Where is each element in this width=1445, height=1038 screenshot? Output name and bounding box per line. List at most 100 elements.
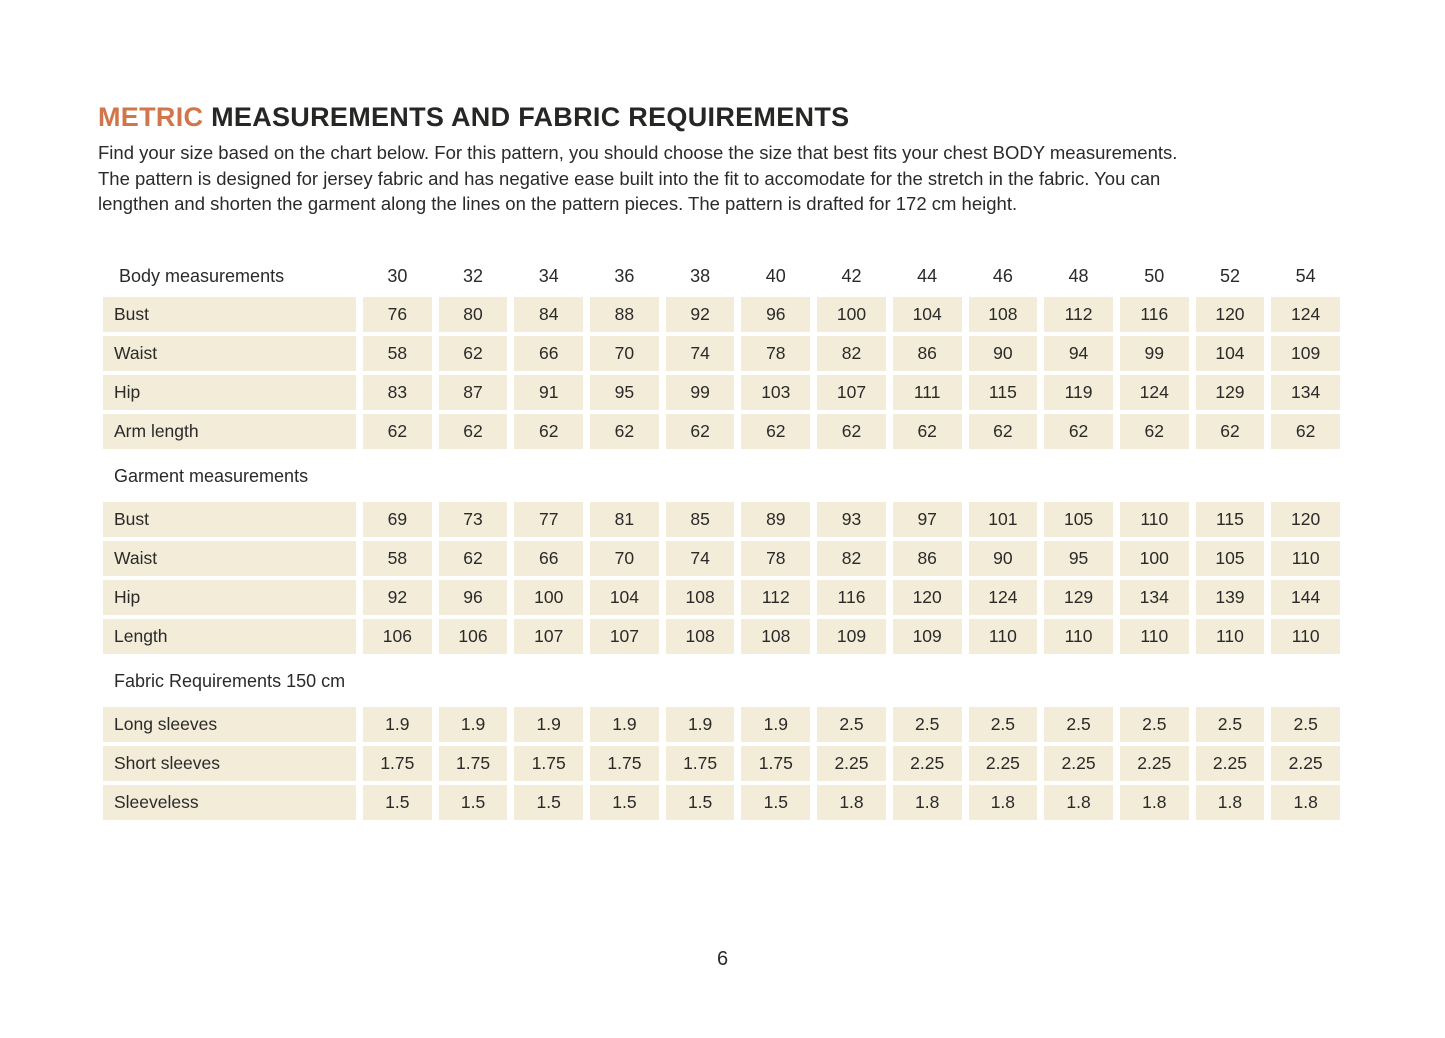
value-cell: 1.8 [1271,784,1340,820]
value-cell: 1.8 [1119,784,1189,820]
size-column-header: 38 [690,266,711,286]
size-column-header: 52 [1219,266,1240,286]
section-header-body-measurements: Body measurements [119,266,285,286]
value-cell: 1.75 [665,745,735,781]
value-cell: 66 [514,540,584,576]
value-cell: 104 [590,579,659,615]
value-cell: 104 [892,296,962,332]
value-cell: 124 [1119,374,1189,410]
value-cell: 2.5 [1271,706,1340,742]
value-cell: 92 [363,579,432,615]
value-cell: 62 [892,413,962,449]
value-cell: 86 [892,540,962,576]
page-title-highlight: METRIC [98,102,204,132]
value-cell: 82 [817,540,886,576]
value-cell: 144 [1271,579,1340,615]
value-cell: 100 [817,296,886,332]
value-cell: 95 [590,374,659,410]
value-cell: 116 [1119,296,1189,332]
page-title: METRIC MEASUREMENTS AND FABRIC REQUIREME… [98,102,1342,132]
value-cell: 109 [1271,335,1340,371]
value-cell: 134 [1119,579,1189,615]
value-cell: 86 [892,335,962,371]
value-cell: 1.9 [514,706,584,742]
value-cell: 99 [665,374,735,410]
table-row: Sleeveless 1.5 1.5 1.5 1.5 1.5 1.5 1.8 1.8 1.8 1.8… [103,784,1340,820]
value-cell: 70 [590,335,659,371]
value-cell: 1.8 [817,784,886,820]
size-table: Body measurements 30 32 34 36 38 40 42 44 46 48 50 5… [103,257,1340,820]
table-row: Waist 58 62 66 70 74 78 82 86 90 94 99 104 109 [103,335,1340,371]
value-cell: 2.25 [817,745,886,781]
value-cell: 1.5 [665,784,735,820]
value-cell: 81 [590,501,659,537]
value-cell: 100 [1119,540,1189,576]
value-cell: 110 [1195,618,1265,654]
value-cell: 106 [438,618,508,654]
value-cell: 96 [438,579,508,615]
row-label-cell: Length [103,618,356,654]
value-cell: 62 [1119,413,1189,449]
value-cell: 87 [438,374,508,410]
value-cell: 105 [1195,540,1265,576]
intro-line: Find your size based on the chart below.… [98,142,1178,163]
value-cell: 1.9 [438,706,508,742]
value-cell: 95 [1044,540,1113,576]
table-row: Hip 92 96 100 104 108 112 116 120 124 129 134 139 144 [103,579,1340,615]
value-cell: 2.25 [968,745,1038,781]
value-cell: 108 [741,618,811,654]
value-cell: 2.25 [1271,745,1340,781]
value-cell: 1.8 [892,784,962,820]
value-cell: 94 [1044,335,1113,371]
row-label-cell: Bust [103,501,356,537]
value-cell: 120 [1271,501,1340,537]
value-cell: 110 [1271,618,1340,654]
value-cell: 2.5 [1044,706,1113,742]
value-cell: 76 [363,296,432,332]
value-cell: 1.5 [438,784,508,820]
table-row: Length 106 106 107 107 108 108 109 109 110 110 110 1… [103,618,1340,654]
value-cell: 70 [590,540,659,576]
value-cell: 62 [1044,413,1113,449]
value-cell: 120 [1195,296,1265,332]
value-cell: 1.75 [590,745,659,781]
value-cell: 2.25 [1044,745,1113,781]
value-cell: 115 [968,374,1038,410]
table-row: Hip 83 87 91 95 99 103 107 111 115 119 124 129 134 [103,374,1340,410]
value-cell: 93 [817,501,886,537]
value-cell: 62 [817,413,886,449]
value-cell: 97 [892,501,962,537]
value-cell: 1.5 [741,784,811,820]
value-cell: 1.9 [363,706,432,742]
size-column-header: 30 [387,266,408,286]
value-cell: 107 [590,618,659,654]
table-row: Long sleeves 1.9 1.9 1.9 1.9 1.9 1.9 2.5 2.5 2.5 2… [103,706,1340,742]
value-cell: 104 [1195,335,1265,371]
value-cell: 1.75 [363,745,432,781]
value-cell: 89 [741,501,811,537]
value-cell: 119 [1044,374,1113,410]
value-cell: 1.5 [363,784,432,820]
value-cell: 90 [968,540,1038,576]
value-cell: 110 [1119,501,1189,537]
section-header-garment-measurements: Garment measurements [114,465,309,486]
value-cell: 1.9 [665,706,735,742]
value-cell: 84 [514,296,584,332]
row-label-cell: Bust [103,296,356,332]
value-cell: 62 [438,540,508,576]
row-label-cell: Sleeveless [103,784,356,820]
value-cell: 62 [1195,413,1265,449]
value-cell: 82 [817,335,886,371]
row-label-cell: Waist [103,540,356,576]
value-cell: 109 [817,618,886,654]
value-cell: 91 [514,374,584,410]
value-cell: 69 [363,501,432,537]
value-cell: 111 [892,374,962,410]
size-column-header: 54 [1295,266,1316,286]
value-cell: 96 [741,296,811,332]
value-cell: 100 [514,579,584,615]
table-row: Waist 58 62 66 70 74 78 82 86 90 95 100 105 110 [103,540,1340,576]
value-cell: 115 [1195,501,1265,537]
value-cell: 1.9 [741,706,811,742]
value-cell: 124 [968,579,1038,615]
